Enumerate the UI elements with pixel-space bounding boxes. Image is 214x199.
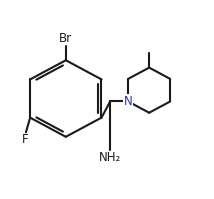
Text: F: F xyxy=(22,133,28,146)
Text: N: N xyxy=(124,95,132,108)
Text: NH₂: NH₂ xyxy=(99,151,121,165)
Text: Br: Br xyxy=(59,32,72,45)
